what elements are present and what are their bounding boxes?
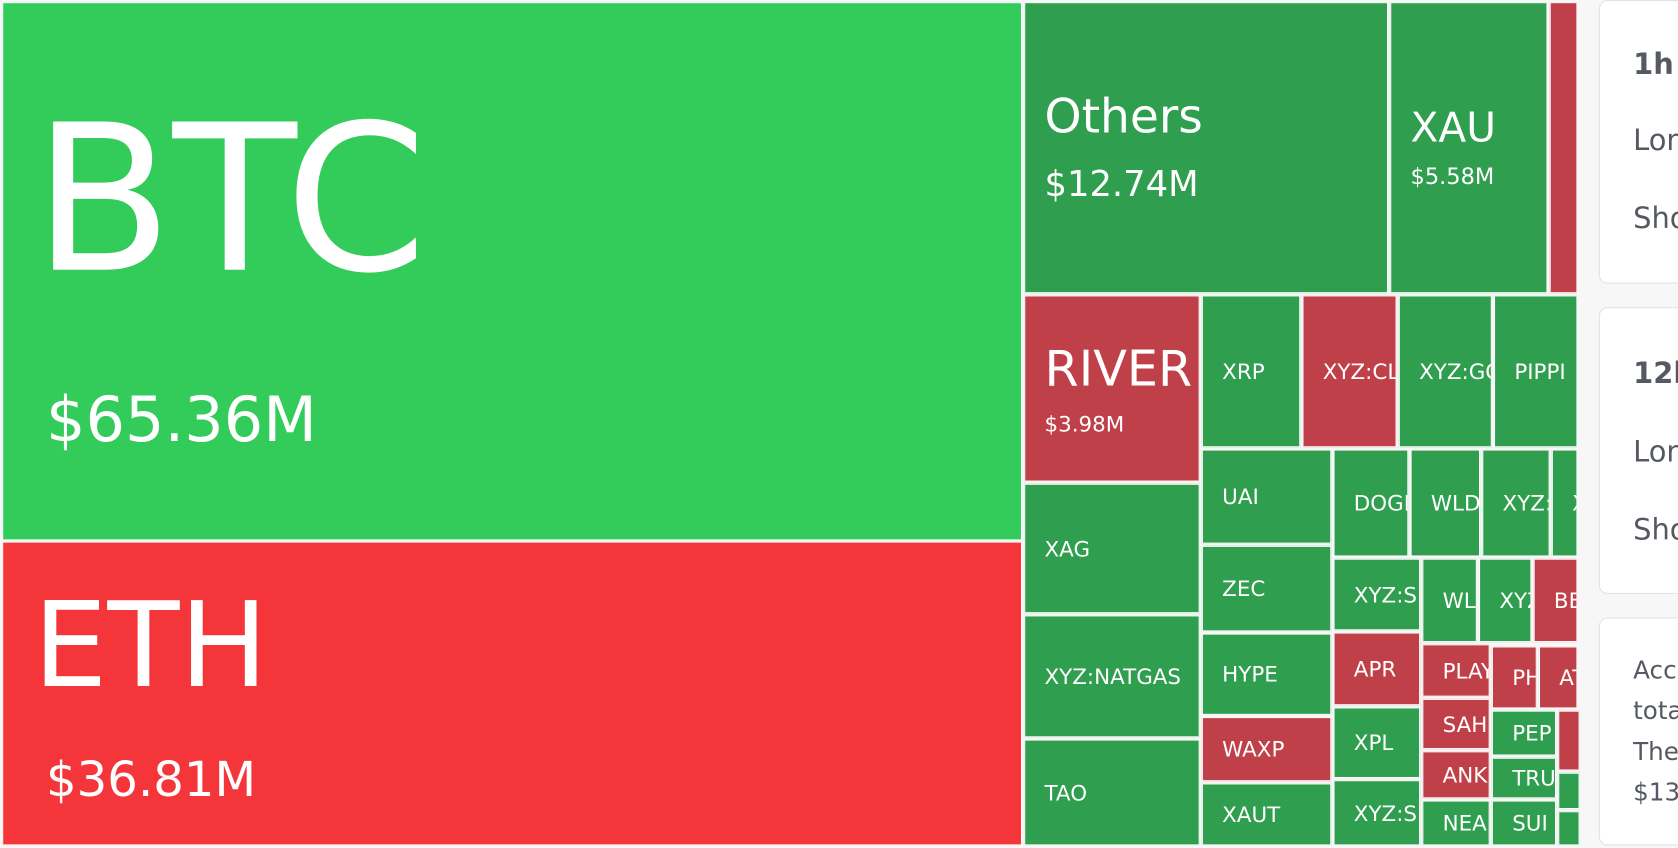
treemap-tile: XRP (1201, 295, 1301, 448)
treemap-tile: WLD (1410, 449, 1481, 557)
card-line: tota (1633, 697, 1678, 726)
treemap-tile: ANK (1422, 751, 1490, 799)
card-info: Acc tota The $13 (1598, 617, 1678, 846)
tile-label: WLD (1430, 490, 1481, 516)
treemap-tile: BE (1533, 558, 1578, 643)
treemap-tile: XAUT (1201, 783, 1332, 846)
tile-label: Others (1044, 89, 1203, 145)
treemap-tile: PEP (1491, 710, 1557, 756)
treemap-tile: TRU (1491, 757, 1557, 799)
tile-label: NEA (1442, 810, 1487, 836)
tile-label: XAG (1044, 535, 1091, 562)
card-12h: 12h Lon Sho (1598, 307, 1678, 594)
treemap-tile: TAO (1024, 739, 1200, 846)
treemap-tile: PIPPI (1493, 295, 1578, 448)
treemap-tile: XAU $5.58M (1390, 2, 1548, 294)
tile-label: ZEC (1222, 575, 1266, 602)
treemap-tile: XYZ:CL (1302, 295, 1397, 448)
treemap-tile: PLAY (1422, 644, 1490, 697)
treemap-tile: WAXP (1201, 717, 1332, 782)
tile-value: $36.81M (46, 751, 257, 808)
treemap-tile: RIVER $3.98M (1024, 295, 1200, 482)
tile-label: PEP (1512, 720, 1552, 746)
tile-label: AT (1559, 664, 1576, 691)
treemap-tile: XAG (1024, 483, 1200, 614)
tile-label: XYZ (1499, 587, 1530, 614)
tile-label: XYZ:S (1353, 799, 1418, 826)
tile-label: XYZ:S (1353, 581, 1418, 608)
tile-label: XYZ: (1502, 490, 1550, 516)
card-line: Acc (1633, 657, 1677, 685)
tile-label: WAXP (1222, 736, 1285, 762)
treemap-tile (1558, 710, 1580, 771)
tile-label: ETH (33, 576, 269, 714)
card-line: $13 (1633, 779, 1678, 807)
card-line: Sho (1633, 202, 1678, 236)
card-1h: 1h Lon Sho (1598, 0, 1678, 284)
tile-label: HYPE (1222, 661, 1278, 688)
tile-label: XYZ:GO (1419, 358, 1491, 385)
tile-value: $12.74M (1044, 162, 1199, 205)
treemap-tile: UAI (1201, 449, 1332, 544)
treemap-tile (1558, 811, 1580, 846)
treemap-tile: ZEC (1201, 545, 1332, 632)
treemap-tile: SUI (1491, 800, 1557, 846)
treemap-tile: XYZ (1479, 558, 1532, 643)
treemap-tile: XYZ: (1482, 449, 1550, 557)
treemap-tile: X (1551, 449, 1578, 557)
tile-label: BTC (33, 81, 427, 318)
treemap-tile: NEA (1422, 800, 1490, 846)
tile-label: TRU (1512, 765, 1556, 791)
tile-label: SUI (1512, 810, 1548, 836)
tile-label: ANK (1442, 761, 1488, 788)
tile-label: XYZ:CL (1322, 358, 1397, 385)
tile-label: APR (1353, 656, 1397, 682)
card-title: 1h (1633, 48, 1674, 82)
tile-label: RIVER (1044, 338, 1193, 397)
tile-value: $3.98M (1044, 411, 1125, 437)
treemap-tile (1558, 772, 1580, 810)
treemap-tile: APR (1333, 632, 1421, 706)
treemap-tile: DOGE (1333, 449, 1409, 557)
tile-label: X (1572, 491, 1576, 515)
treemap-tile: XPL (1333, 707, 1421, 779)
tile-value: $65.36M (46, 383, 317, 457)
tile-label: XAU (1410, 103, 1496, 151)
card-line: Lon (1633, 124, 1678, 158)
tile-label: PLAY (1442, 657, 1490, 684)
treemap-tile: XYZ:GO (1398, 295, 1492, 448)
treemap-tile: BTC $65.36M (2, 2, 1023, 541)
card-line: Sho (1633, 513, 1678, 547)
tile-value: $5.58M (1410, 164, 1495, 190)
tile-label: XYZ:NATGAS (1044, 663, 1182, 690)
tile-label: DOGE (1353, 490, 1408, 516)
treemap-tile: XYZ:NATGAS (1024, 615, 1200, 738)
treemap-tile: XYZ:S (1333, 780, 1421, 846)
tile-label: PH (1512, 664, 1536, 691)
tile-label: XRP (1222, 358, 1265, 385)
tile-label: TAO (1044, 779, 1088, 806)
tile-label: SAH (1442, 711, 1488, 737)
tile-label: PIPPI (1514, 358, 1566, 385)
treemap-tile: ETH $36.81M (2, 541, 1023, 846)
tile-label: BE (1553, 587, 1576, 614)
card-line: The (1633, 738, 1678, 767)
card-title: 12h (1633, 357, 1678, 391)
tile-label: UAI (1222, 483, 1259, 510)
treemap-tile (1549, 2, 1578, 294)
treemap-tile: WL (1422, 558, 1477, 643)
tile-label: XAUT (1222, 801, 1281, 828)
treemap-tile: XYZ:S (1333, 558, 1421, 631)
treemap-tile: HYPE (1201, 633, 1332, 715)
tile-label: WL (1442, 587, 1476, 614)
card-line: Lon (1633, 435, 1678, 469)
treemap-tile: Others $12.74M (1024, 2, 1389, 294)
tile-label: XPL (1353, 729, 1394, 756)
treemap-tile: AT (1538, 646, 1578, 709)
treemap-tile: SAH (1422, 698, 1490, 750)
treemap-tile: PH (1491, 646, 1537, 709)
